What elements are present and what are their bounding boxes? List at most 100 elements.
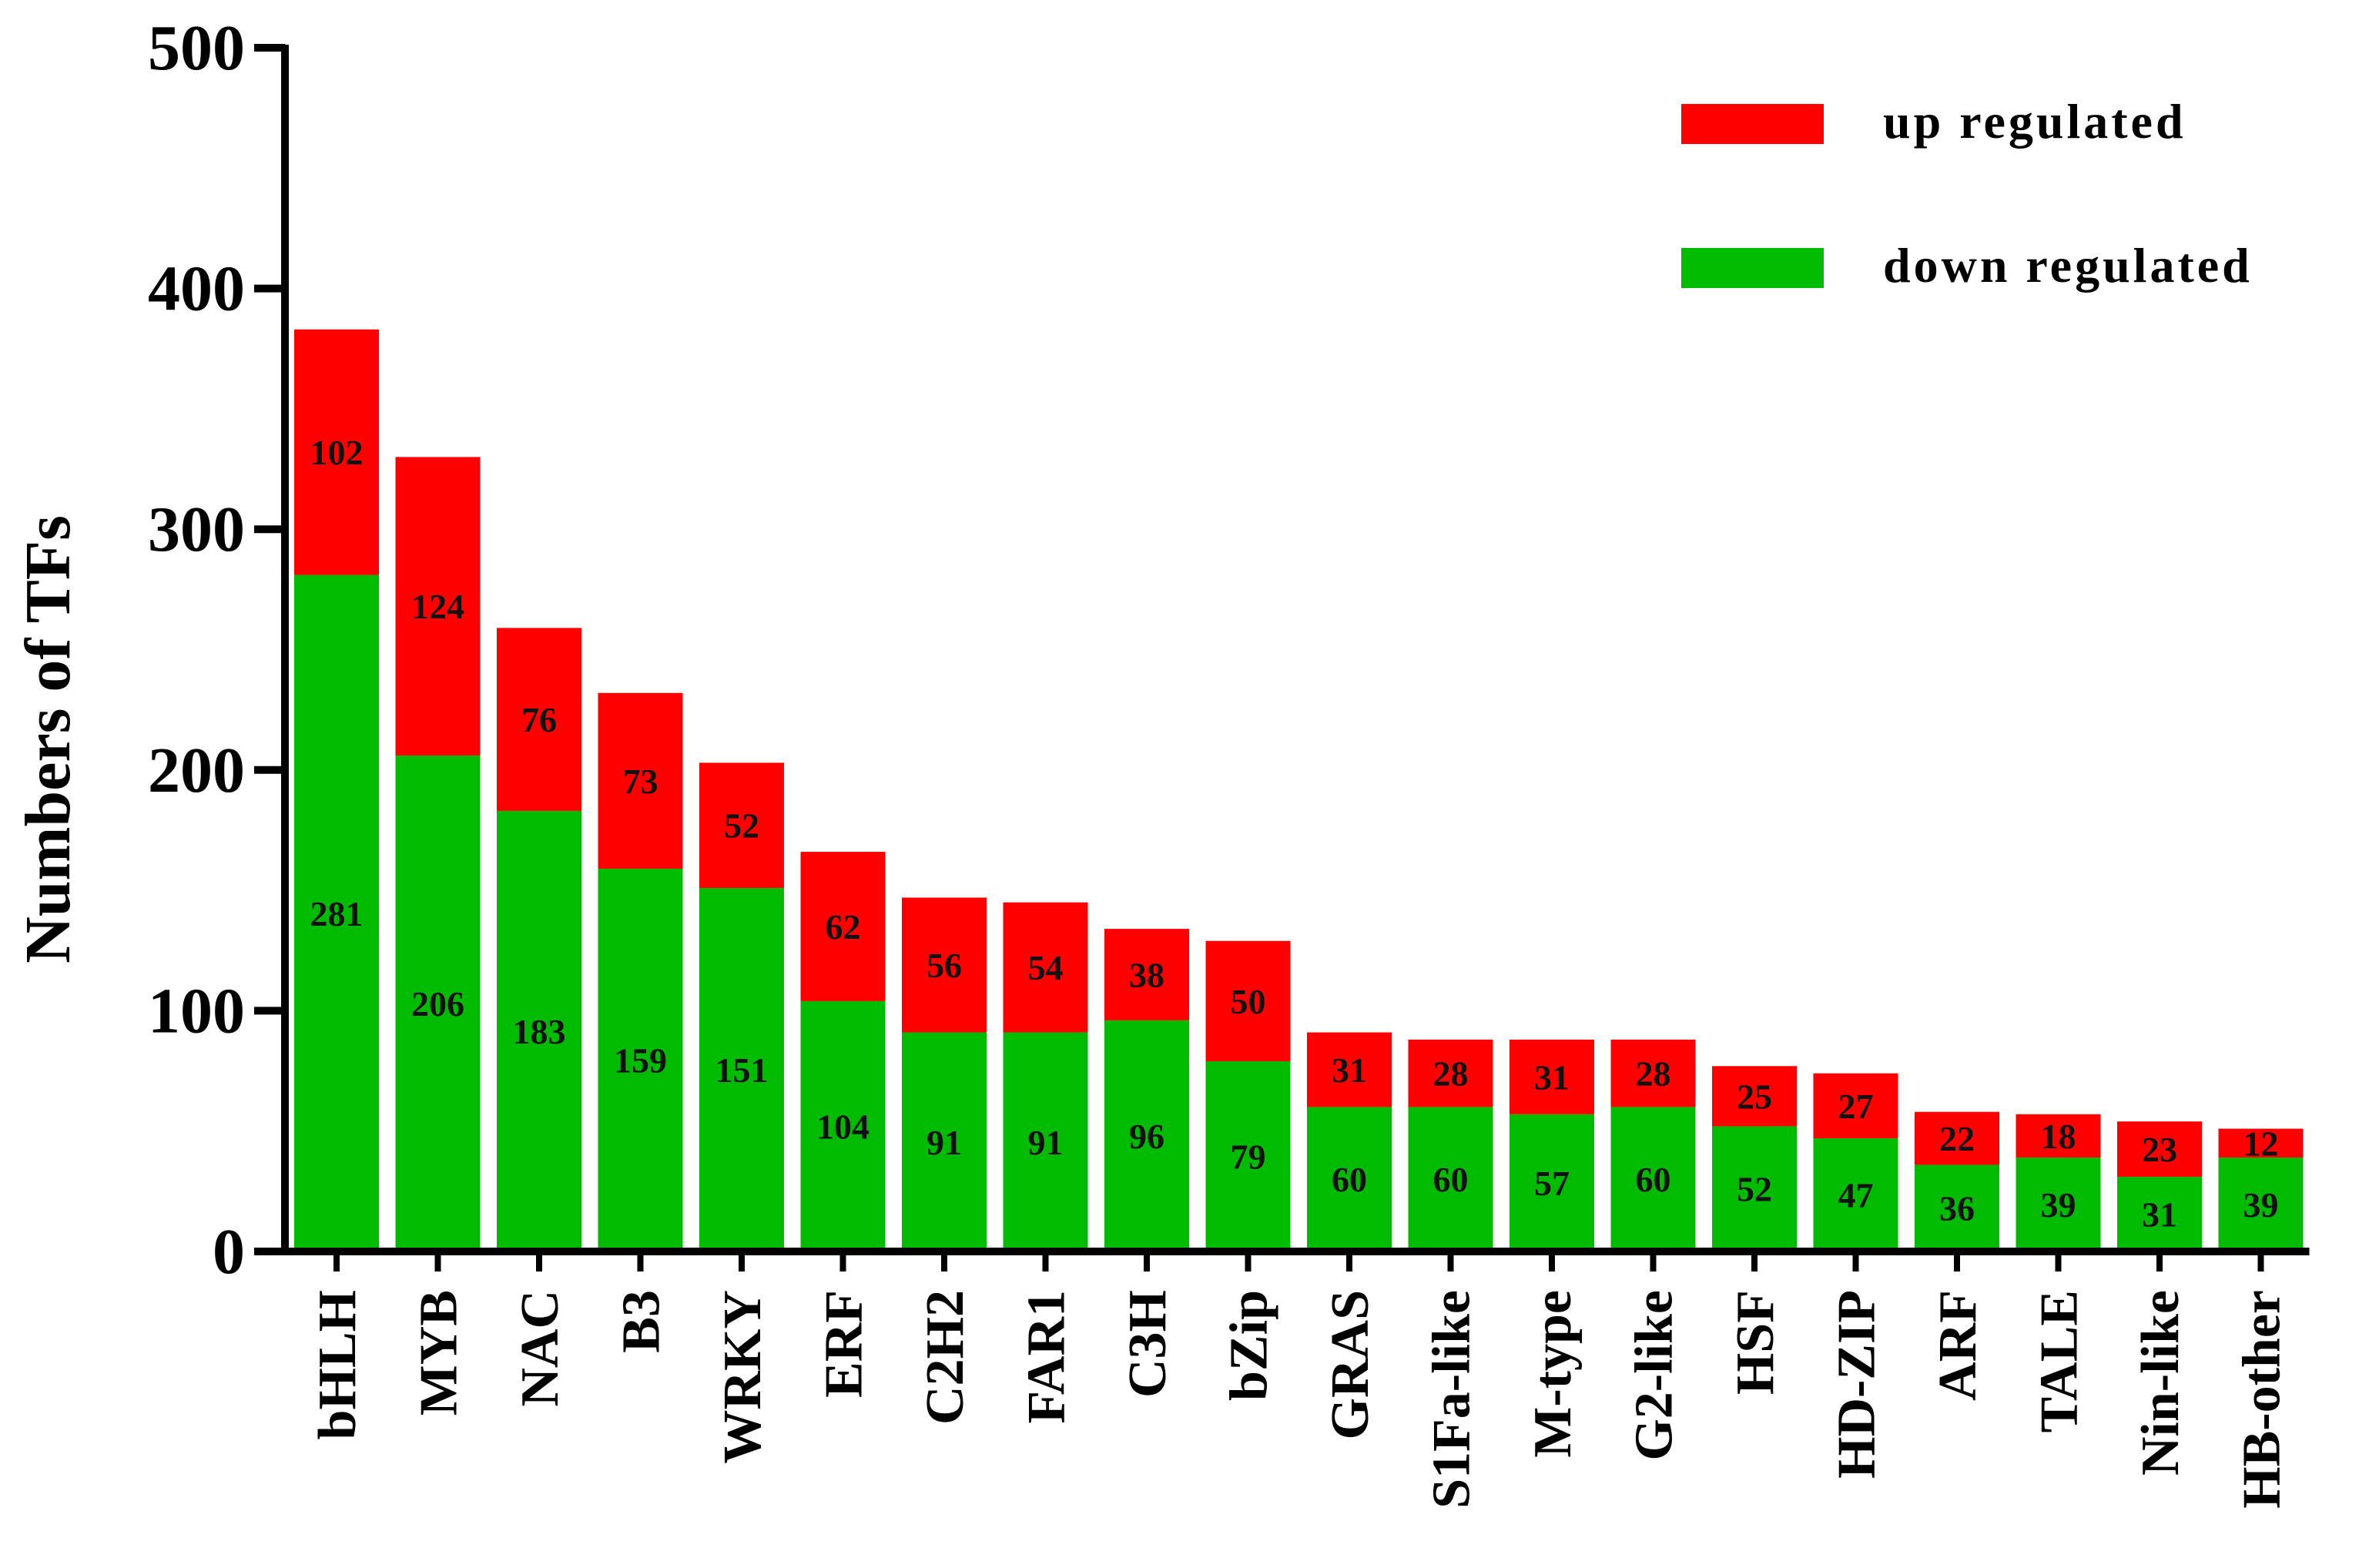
bar-up-c3h [1104, 929, 1189, 1020]
x-tick-label-m-type: M-type [1523, 1290, 1583, 1458]
bar-up-wrky [699, 762, 784, 888]
bar-up-hsf [1712, 1066, 1797, 1127]
legend-swatch-up-regulated [1681, 104, 1824, 144]
x-tick-label-gras: GRAS [1321, 1290, 1380, 1439]
data-label-up-nac: 76 [521, 700, 557, 739]
x-tick-label-far1: FAR1 [1017, 1290, 1077, 1424]
bar-down-arf [1915, 1164, 1999, 1251]
bar-up-bhlh [294, 329, 379, 575]
legend: up regulated down regulated [1681, 94, 2250, 293]
x-tick-label-nin-like: Nin-like [2131, 1290, 2190, 1476]
x-tick-label-hsf: HSF [1726, 1290, 1785, 1395]
bar-down-erf [800, 1000, 886, 1251]
data-label-up-hsf: 25 [1737, 1077, 1772, 1116]
data-label-up-erf: 62 [826, 907, 861, 946]
data-label-up-bzip: 50 [1231, 982, 1266, 1021]
data-label-up-far1: 54 [1028, 948, 1064, 987]
x-tick-label-arf: ARF [1928, 1290, 1988, 1401]
data-label-up-c2h2: 56 [927, 946, 962, 985]
x-tick-label-nac: NAC [511, 1290, 570, 1407]
legend-label-up-regulated: up regulated [1883, 94, 2186, 149]
x-tick-label-s1fa-like: S1Fa-like [1422, 1290, 1482, 1509]
data-label-up-tale: 18 [2041, 1117, 2076, 1156]
x-tick-label-hd-zip: HD-ZIP [1828, 1290, 1887, 1479]
data-label-up-bhlh: 102 [310, 433, 364, 472]
x-tick-label-bhlh: bHLH [308, 1290, 367, 1440]
data-label-down-arf: 36 [1939, 1189, 1975, 1228]
bar-up-hd-zip [1813, 1073, 1898, 1139]
data-label-up-g2-like: 28 [1636, 1054, 1671, 1094]
bar-down-m-type [1510, 1114, 1594, 1251]
data-label-down-gras: 60 [1332, 1160, 1367, 1199]
data-label-up-nin-like: 23 [2142, 1130, 2177, 1169]
bar-down-tale [2016, 1158, 2101, 1251]
data-label-down-m-type: 57 [1534, 1164, 1570, 1203]
data-label-down-tale: 39 [2041, 1185, 2076, 1225]
data-label-down-c3h: 96 [1129, 1117, 1164, 1156]
y-axis-title: Numbers of TFs [12, 515, 84, 963]
data-label-down-b3: 159 [614, 1040, 667, 1080]
bar-down-myb [395, 756, 481, 1251]
data-label-down-wrky: 151 [715, 1050, 769, 1090]
bar-down-b3 [598, 868, 683, 1251]
data-label-down-s1fa-like: 60 [1433, 1160, 1469, 1199]
bar-up-nin-like [2117, 1121, 2202, 1178]
data-label-up-hb-other: 12 [2243, 1124, 2279, 1163]
data-label-up-gras: 31 [1332, 1050, 1367, 1090]
y-tick-label-100: 100 [148, 975, 245, 1047]
data-label-up-m-type: 31 [1534, 1057, 1570, 1097]
data-label-up-b3: 73 [623, 762, 658, 801]
bar-up-tale [2016, 1114, 2101, 1158]
x-tick-label-bzip: bZip [1220, 1290, 1279, 1401]
x-tick-label-c2h2: C2H2 [916, 1290, 975, 1425]
bar-down-s1fa-like [1408, 1107, 1493, 1251]
bar-up-arf [1915, 1111, 1999, 1165]
bar-down-nac [497, 810, 581, 1251]
bars-layer: 281 102 206 124 183 76 159 73 151 52 104 62 91 56 91 54… [294, 329, 2304, 1251]
bar-up-erf [800, 852, 886, 1001]
x-tick-label-c3h: C3H [1118, 1290, 1178, 1398]
data-label-down-hb-other: 39 [2243, 1185, 2279, 1225]
data-label-down-g2-like: 60 [1636, 1160, 1671, 1199]
y-tick-label-200: 200 [148, 735, 245, 806]
bar-up-hb-other [2218, 1128, 2304, 1158]
x-tick-label-b3: B3 [612, 1290, 672, 1353]
x-tick-label-tale: TALE [2030, 1290, 2089, 1432]
bar-down-bzip [1205, 1061, 1291, 1251]
data-label-up-myb: 124 [411, 587, 464, 626]
bar-up-far1 [1003, 902, 1088, 1033]
legend-swatch-down-regulated [1681, 248, 1824, 288]
data-label-down-bzip: 79 [1231, 1137, 1266, 1177]
bar-up-m-type [1510, 1039, 1594, 1114]
x-tick-label-hb-other: HB-other [2233, 1290, 2292, 1509]
bar-up-bzip [1205, 940, 1291, 1062]
bar-up-nac [497, 628, 581, 811]
data-label-down-c2h2: 91 [927, 1123, 962, 1162]
x-tick-label-g2-like: G2-like [1625, 1290, 1684, 1461]
data-label-down-hd-zip: 47 [1838, 1176, 1874, 1215]
y-tick-label-0: 0 [213, 1216, 245, 1288]
data-label-down-bhlh: 281 [310, 894, 364, 933]
bar-down-hsf [1712, 1126, 1797, 1251]
bar-down-gras [1307, 1107, 1392, 1251]
y-tick-label-500: 500 [148, 12, 245, 84]
x-tick-label-wrky: WRKY [713, 1290, 772, 1464]
data-label-down-hsf: 52 [1737, 1170, 1772, 1209]
data-label-down-nin-like: 31 [2142, 1195, 2177, 1235]
bar-down-wrky [699, 887, 784, 1251]
data-label-up-arf: 22 [1939, 1119, 1975, 1158]
bar-down-c3h [1104, 1020, 1189, 1251]
data-label-up-hd-zip: 27 [1838, 1087, 1874, 1126]
bar-down-g2-like [1610, 1107, 1696, 1251]
bar-down-hb-other [2218, 1158, 2304, 1251]
bar-up-s1fa-like [1408, 1039, 1493, 1107]
bar-up-gras [1307, 1032, 1392, 1107]
data-label-up-wrky: 52 [724, 806, 759, 846]
data-label-down-nac: 183 [513, 1012, 566, 1051]
x-tick-label-myb: MYB [410, 1290, 469, 1416]
bar-up-c2h2 [902, 897, 987, 1033]
data-label-up-s1fa-like: 28 [1433, 1054, 1469, 1094]
data-label-down-erf: 104 [816, 1107, 870, 1146]
bar-up-b3 [598, 692, 683, 869]
y-tick-label-400: 400 [148, 253, 245, 325]
